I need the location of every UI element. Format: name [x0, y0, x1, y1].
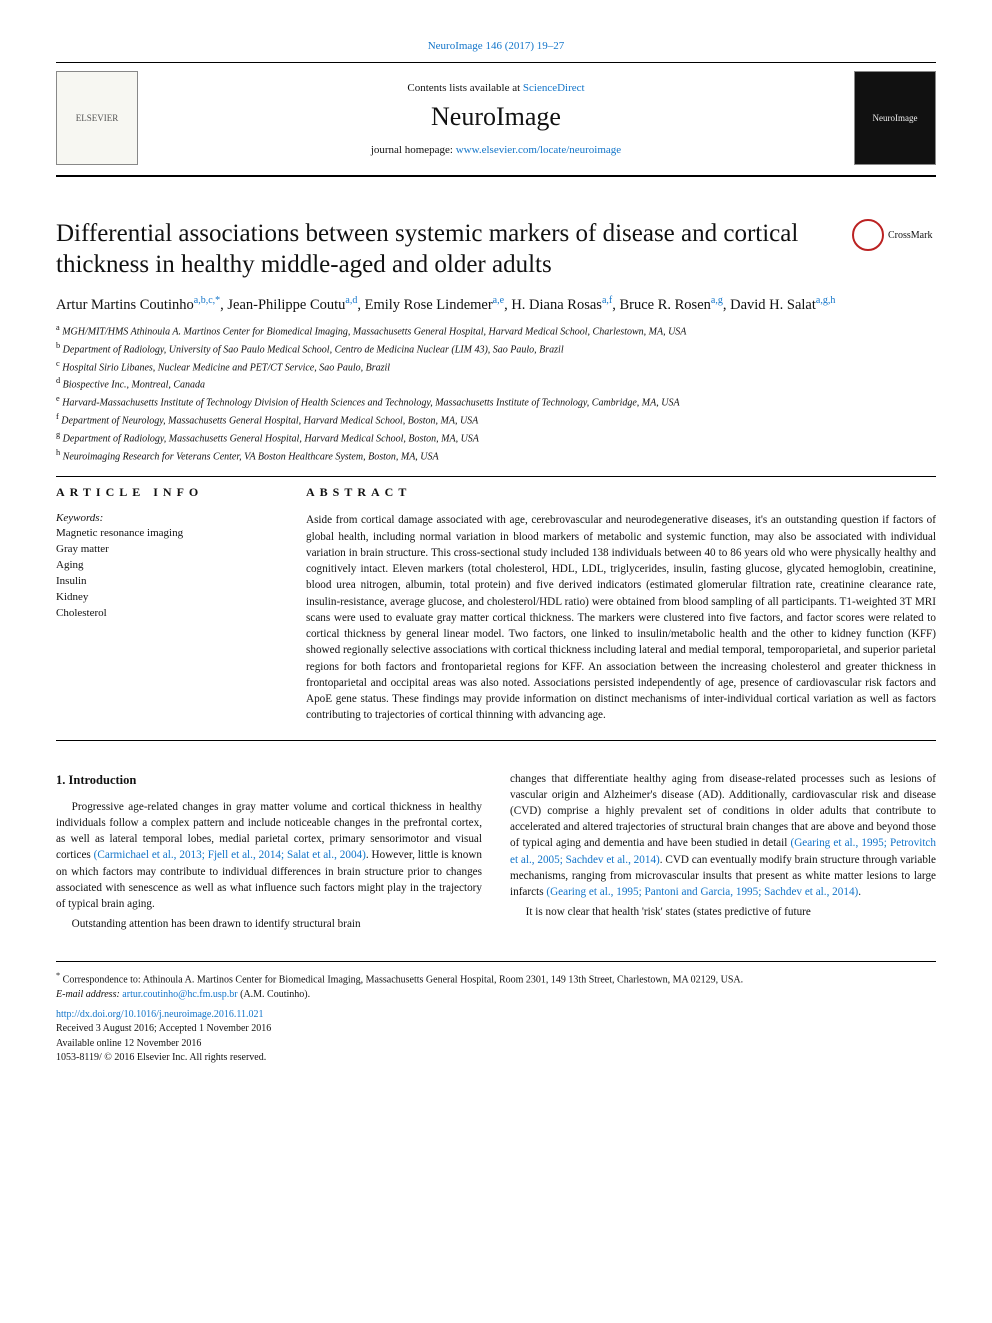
affiliations-list: a MGH/MIT/HMS Athinoula A. Martinos Cent… — [56, 322, 936, 465]
homepage-prefix: journal homepage: — [371, 144, 456, 156]
correspondence-note: * Correspondence to: Athinoula A. Martin… — [56, 970, 936, 987]
affiliation-ref[interactable]: a,e — [493, 295, 504, 306]
footer-meta: http://dx.doi.org/10.1016/j.neuroimage.2… — [56, 1008, 936, 1066]
email-line: E-mail address: artur.coutinho@hc.fm.usp… — [56, 987, 936, 1002]
homepage-line: journal homepage: www.elsevier.com/locat… — [152, 144, 840, 156]
crossmark-badge[interactable]: CrossMark — [852, 219, 936, 251]
citation-link[interactable]: NeuroImage 146 (2017) 19–27 — [428, 40, 565, 52]
keyword-item: Magnetic resonance imaging — [56, 526, 276, 542]
sciencedirect-link[interactable]: ScienceDirect — [523, 82, 585, 94]
affiliation-ref[interactable]: a,g,h — [816, 295, 835, 306]
affiliation-ref[interactable]: a,g — [711, 295, 723, 306]
keyword-item: Aging — [56, 558, 276, 574]
affiliation-item: d Biospective Inc., Montreal, Canada — [56, 375, 936, 393]
article-title: Differential associations between system… — [56, 219, 852, 280]
citation-link[interactable]: (Carmichael et al., 2013; Fjell et al., … — [94, 849, 366, 861]
keywords-label: Keywords: — [56, 512, 276, 524]
body-paragraph: Progressive age-related changes in gray … — [56, 799, 482, 913]
body-paragraph: Outstanding attention has been drawn to … — [56, 916, 482, 932]
affiliation-item: f Department of Neurology, Massachusetts… — [56, 411, 936, 429]
doi-link[interactable]: http://dx.doi.org/10.1016/j.neuroimage.2… — [56, 1009, 264, 1020]
author-name: Emily Rose Lindemer — [365, 297, 493, 313]
journal-cover-thumb: NeuroImage — [854, 71, 936, 165]
header-citation: NeuroImage 146 (2017) 19–27 — [56, 40, 936, 52]
available-line: Available online 12 November 2016 — [56, 1037, 936, 1052]
copyright-line: 1053-8119/ © 2016 Elsevier Inc. All righ… — [56, 1051, 936, 1066]
email-link[interactable]: artur.coutinho@hc.fm.usp.br — [122, 989, 237, 1000]
elsevier-logo: ELSEVIER — [56, 71, 138, 165]
keyword-item: Insulin — [56, 574, 276, 590]
journal-title: NeuroImage — [152, 102, 840, 132]
article-info: ARTICLE INFO Keywords: Magnetic resonanc… — [56, 485, 276, 723]
citation-link[interactable]: (Gearing et al., 1995; Pantoni and Garci… — [546, 886, 858, 898]
authors-list: Artur Martins Coutinhoa,b,c,*, Jean-Phil… — [56, 294, 936, 316]
affiliation-item: c Hospital Sirio Libanes, Nuclear Medici… — [56, 358, 936, 376]
body-text: 1. Introduction Progressive age-related … — [56, 771, 936, 933]
contents-line: Contents lists available at ScienceDirec… — [152, 82, 840, 94]
received-line: Received 3 August 2016; Accepted 1 Novem… — [56, 1022, 936, 1037]
abstract-text: Aside from cortical damage associated wi… — [306, 512, 936, 723]
abstract-heading: ABSTRACT — [306, 485, 936, 500]
affiliation-item: g Department of Radiology, Massachusetts… — [56, 429, 936, 447]
affiliation-ref[interactable]: a,d — [345, 295, 357, 306]
affiliation-ref[interactable]: a,b,c,* — [194, 295, 220, 306]
author-name: Bruce R. Rosen — [619, 297, 710, 313]
author-name: David H. Salat — [730, 297, 816, 313]
body-paragraph: changes that differentiate healthy aging… — [510, 771, 936, 901]
keyword-item: Cholesterol — [56, 606, 276, 622]
affiliation-item: e Harvard-Massachusetts Institute of Tec… — [56, 393, 936, 411]
article-info-heading: ARTICLE INFO — [56, 485, 276, 500]
keywords-list: Magnetic resonance imagingGray matterAgi… — [56, 526, 276, 622]
affiliation-item: h Neuroimaging Research for Veterans Cen… — [56, 447, 936, 465]
masthead: ELSEVIER Contents lists available at Sci… — [56, 62, 936, 177]
author-name: H. Diana Rosas — [511, 297, 602, 313]
author-name: Jean-Philippe Coutu — [227, 297, 345, 313]
crossmark-label: CrossMark — [888, 230, 932, 241]
homepage-link[interactable]: www.elsevier.com/locate/neuroimage — [456, 144, 621, 156]
abstract: ABSTRACT Aside from cortical damage asso… — [306, 485, 936, 723]
crossmark-icon — [852, 219, 884, 251]
body-paragraph: It is now clear that health 'risk' state… — [510, 904, 936, 920]
keyword-item: Gray matter — [56, 542, 276, 558]
affiliation-item: b Department of Radiology, University of… — [56, 340, 936, 358]
affiliation-ref[interactable]: a,f — [602, 295, 612, 306]
affiliation-item: a MGH/MIT/HMS Athinoula A. Martinos Cent… — [56, 322, 936, 340]
contents-prefix: Contents lists available at — [407, 82, 522, 94]
footnotes: * Correspondence to: Athinoula A. Martin… — [56, 961, 936, 1002]
author-name: Artur Martins Coutinho — [56, 297, 194, 313]
keyword-item: Kidney — [56, 590, 276, 606]
section-heading: 1. Introduction — [56, 771, 482, 789]
